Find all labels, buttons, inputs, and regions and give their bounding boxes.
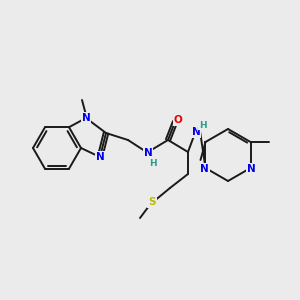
Text: O: O <box>174 115 182 125</box>
Text: N: N <box>192 127 200 137</box>
Text: H: H <box>149 158 157 167</box>
Text: N: N <box>96 152 104 162</box>
Text: N: N <box>144 148 152 158</box>
Text: H: H <box>199 121 207 130</box>
Text: N: N <box>247 164 256 174</box>
Text: N: N <box>82 113 90 123</box>
Text: S: S <box>148 197 156 207</box>
Text: N: N <box>200 164 209 174</box>
